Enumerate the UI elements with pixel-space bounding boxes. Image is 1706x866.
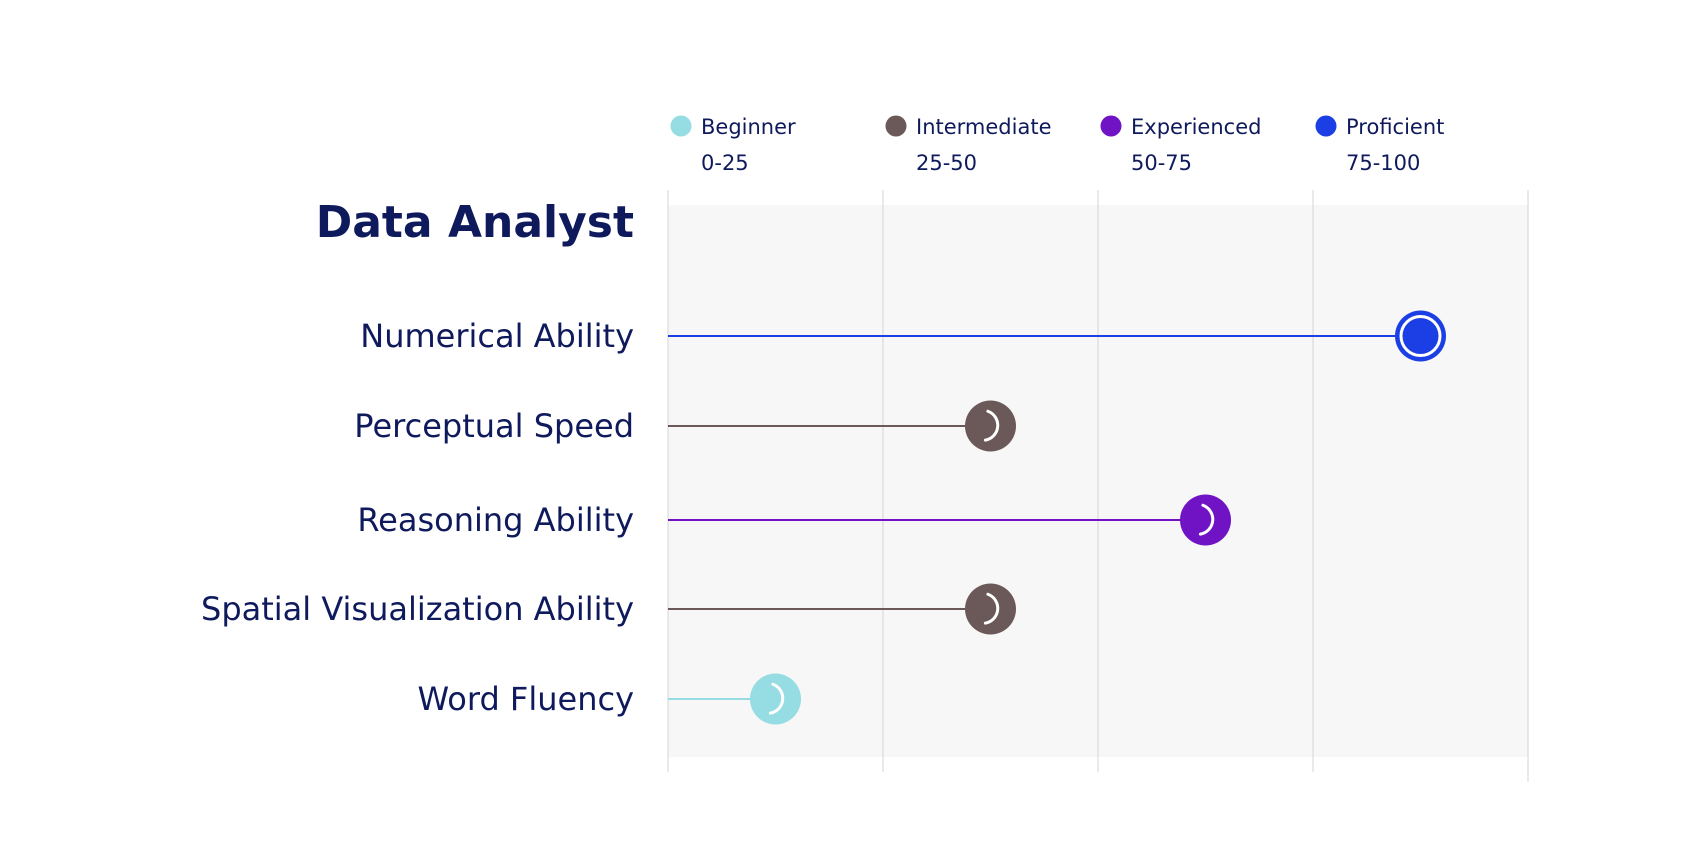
legend-label: Beginner: [701, 115, 796, 139]
legend: Beginner 0-25 Intermediate 25-50 Experienced…: [670, 115, 1444, 175]
category-label: Spatial Visualization Ability: [201, 590, 634, 628]
legend-marker-experienced: [1100, 115, 1122, 137]
legend-marker-proficient: [1315, 115, 1337, 137]
lollipop-marker: [1180, 494, 1231, 546]
legend-range: 0-25: [701, 151, 749, 175]
chart-title: Data Analyst: [316, 197, 634, 248]
marker-ring: [1399, 315, 1442, 357]
legend-range: 75-100: [1346, 151, 1420, 175]
marker-highlight-arc: [1198, 503, 1215, 536]
legend-label: Intermediate: [916, 115, 1052, 139]
legend-label: Experienced: [1131, 115, 1261, 139]
legend-marker-intermediate: [885, 115, 907, 137]
marker-highlight-arc: [983, 592, 1000, 625]
lollipop-marker: [1395, 310, 1446, 362]
category-label: Word Fluency: [418, 680, 635, 718]
category-label: Reasoning Ability: [357, 501, 634, 539]
category-label: Numerical Ability: [360, 317, 634, 355]
lollipop-marker: [750, 673, 801, 725]
legend-marker-beginner: [670, 115, 692, 137]
marker-highlight-arc: [768, 682, 785, 715]
lollipop-marker: [965, 400, 1016, 452]
legend-range: 50-75: [1131, 151, 1192, 175]
lollipop-series: Numerical Ability Perceptual Speed Reasoni…: [201, 310, 1446, 725]
grid-lines: [667, 190, 1529, 782]
marker-highlight-arc: [983, 409, 1000, 442]
legend-label: Proficient: [1346, 115, 1444, 139]
lollipop-marker: [965, 583, 1016, 635]
category-label: Perceptual Speed: [354, 407, 634, 445]
legend-range: 25-50: [916, 151, 977, 175]
